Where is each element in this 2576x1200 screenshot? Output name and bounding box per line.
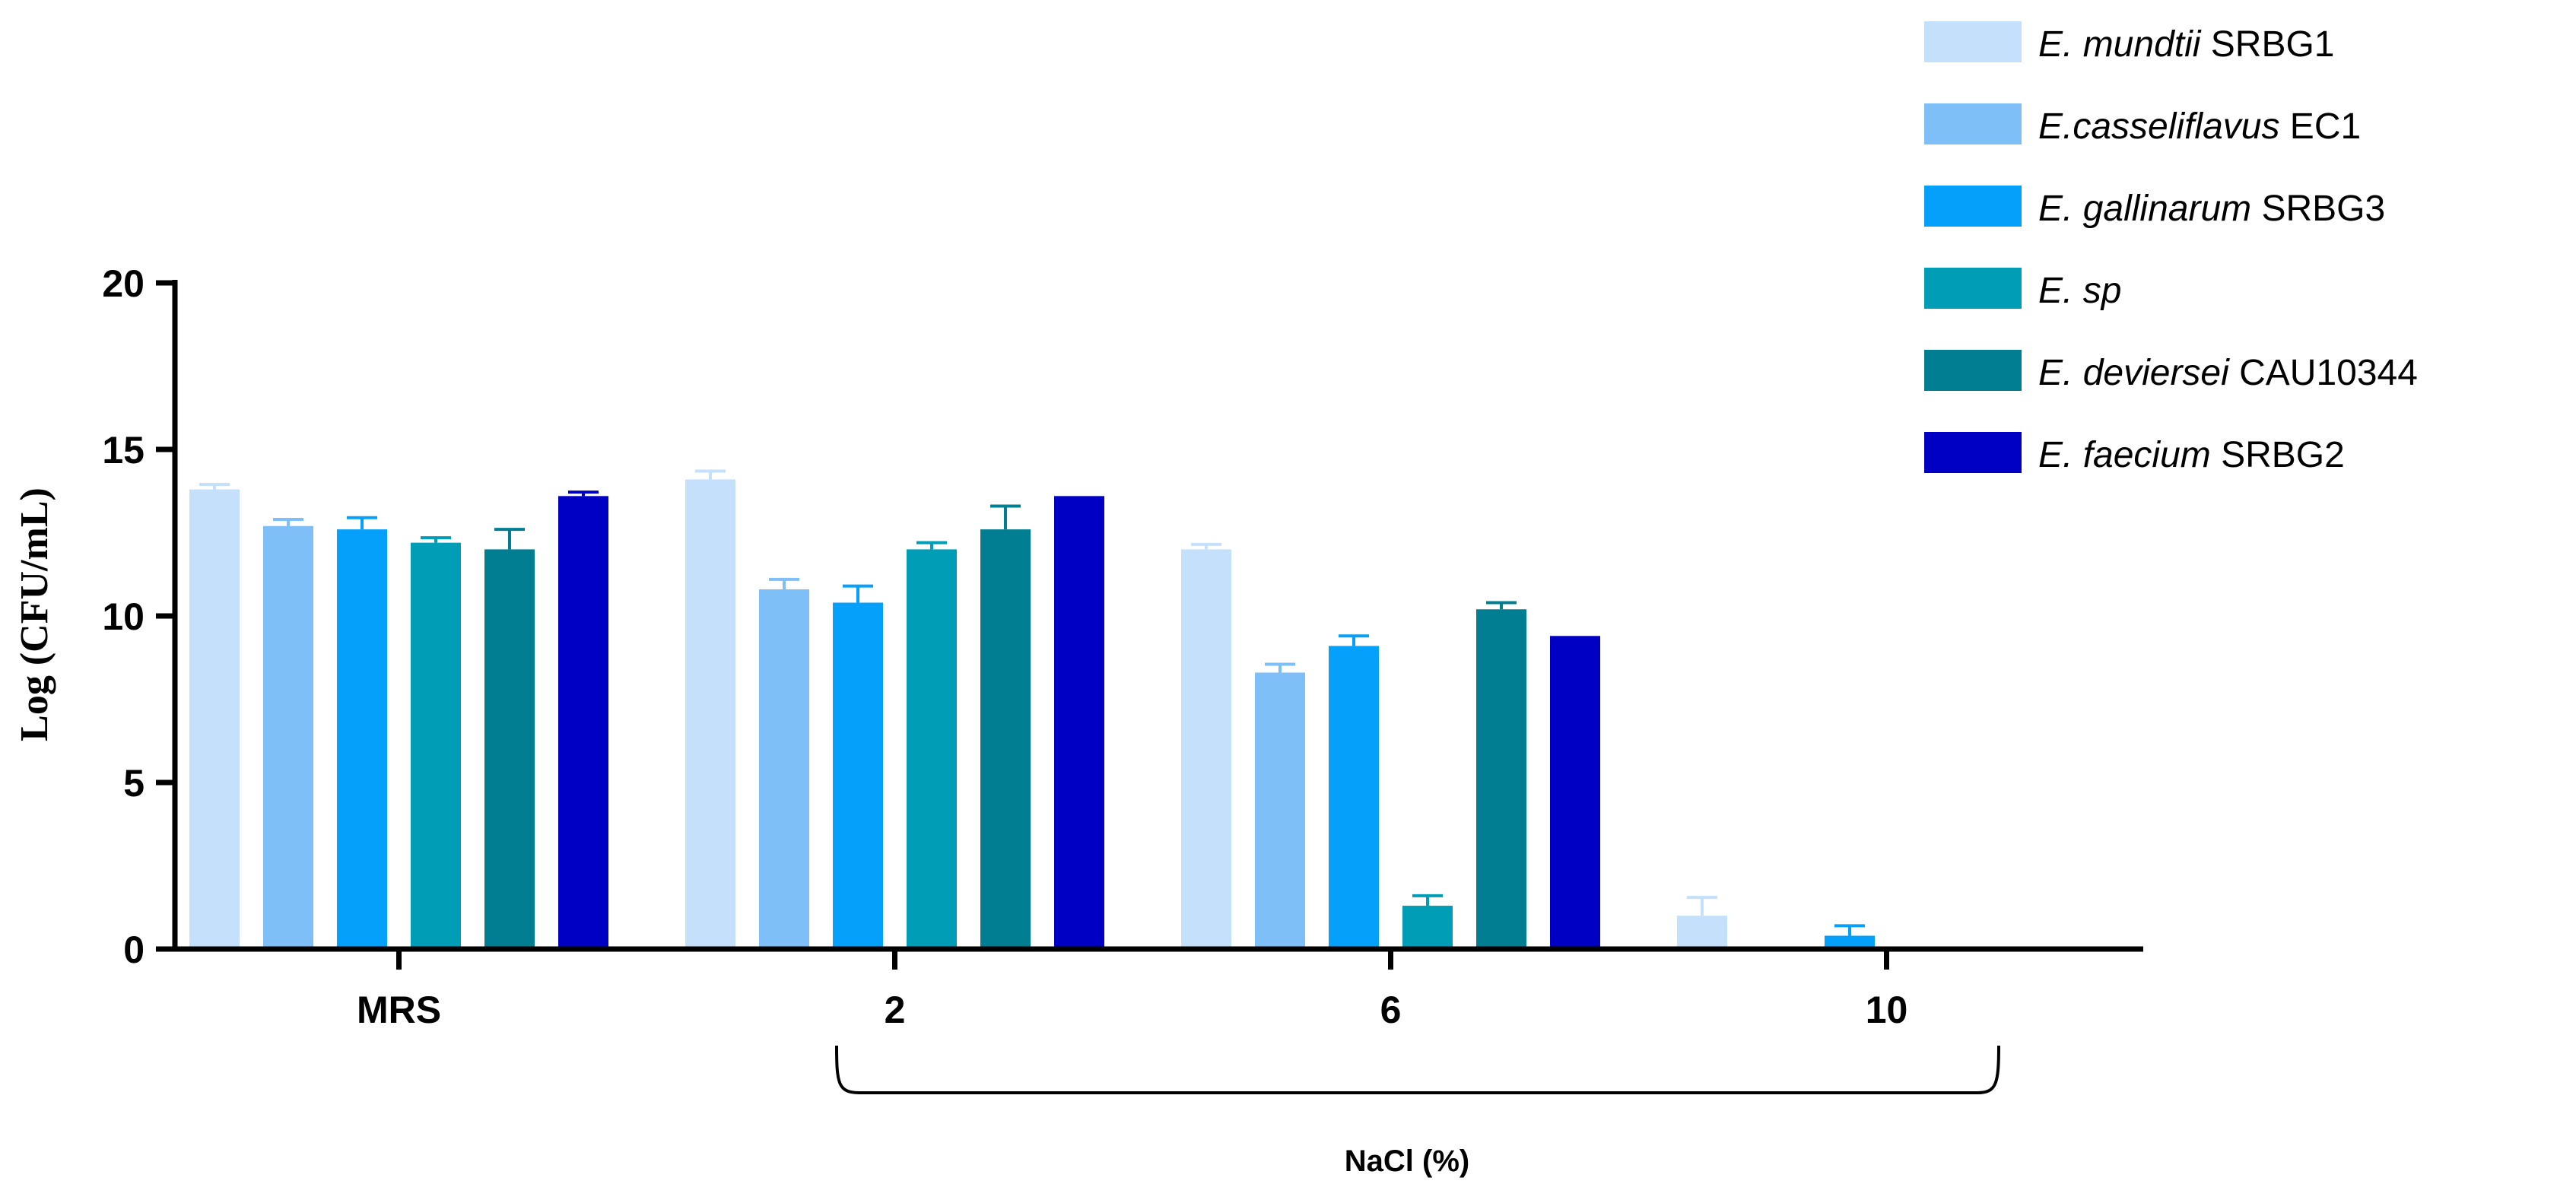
y-tick-label: 10	[102, 595, 145, 638]
legend-species: E. gallinarum	[2038, 189, 2251, 229]
y-tick-label: 5	[123, 762, 145, 805]
bar	[1181, 549, 1231, 949]
nacl-bracket	[835, 1045, 2000, 1094]
legend-species: E.casseliflavus	[2038, 106, 2279, 147]
bar	[980, 529, 1031, 949]
bar	[484, 549, 535, 949]
axes-layer	[172, 280, 2143, 952]
x-tick-label: 2	[885, 989, 906, 1031]
legend-species: E. faecium	[2038, 435, 2211, 475]
y-ticks: 0 5 10 15 20	[102, 262, 175, 971]
legend-species: E. mundtii	[2038, 24, 2202, 65]
bar	[907, 549, 957, 949]
y-tick-label: 0	[123, 929, 145, 971]
legend-swatch	[1924, 103, 2022, 144]
bars-layer	[189, 469, 1875, 949]
legend-species: E. deviersei	[2038, 353, 2230, 393]
x-ticks: MRS 2 6 10	[357, 949, 1907, 1031]
legend-label: E.casseliflavus EC1	[2038, 106, 2361, 147]
bar	[1550, 636, 1600, 949]
bar	[1677, 916, 1727, 949]
bar	[1329, 646, 1379, 949]
legend: E. mundtii SRBG1 E.casseliflavus EC1 E. ga…	[1924, 21, 2418, 475]
legend-label: E. deviersei CAU10344	[2038, 353, 2418, 393]
y-tick-label: 15	[102, 429, 145, 471]
legend-species: E. sp	[2038, 271, 2121, 311]
bar	[263, 525, 313, 949]
legend-label: E. gallinarum SRBG3	[2038, 189, 2385, 229]
x-tick-label: MRS	[357, 989, 441, 1031]
y-axis-label: Log (CFU/mL)	[13, 487, 56, 741]
bar	[1402, 906, 1453, 949]
legend-strain: SRBG3	[2251, 189, 2385, 229]
bar	[558, 496, 608, 949]
legend-swatch	[1924, 186, 2022, 227]
legend-label: E. mundtii SRBG1	[2038, 24, 2334, 65]
bar	[1255, 672, 1305, 949]
legend-strain: EC1	[2279, 106, 2361, 147]
legend-swatch	[1924, 350, 2022, 391]
legend-swatch	[1924, 268, 2022, 309]
legend-strain: SRBG2	[2211, 435, 2345, 475]
bar	[1476, 609, 1526, 949]
legend-swatch	[1924, 432, 2022, 473]
bar	[189, 489, 240, 949]
bar	[1825, 935, 1875, 949]
legend-label: E. faecium SRBG2	[2038, 435, 2345, 475]
bar	[759, 589, 809, 949]
bar	[685, 479, 735, 949]
legend-strain: SRBG1	[2200, 24, 2334, 65]
bar	[833, 602, 883, 949]
legend-label: E. sp	[2038, 271, 2121, 311]
legend-swatch	[1924, 21, 2022, 62]
bar	[337, 529, 387, 949]
legend-strain: CAU10344	[2229, 353, 2418, 393]
nacl-group-label: NaCl (%)	[1345, 1144, 1469, 1178]
x-tick-label: 10	[1866, 989, 1908, 1031]
x-tick-label: 6	[1380, 989, 1402, 1031]
bar	[411, 542, 461, 949]
bar	[1054, 496, 1104, 949]
y-tick-label: 20	[102, 262, 145, 305]
